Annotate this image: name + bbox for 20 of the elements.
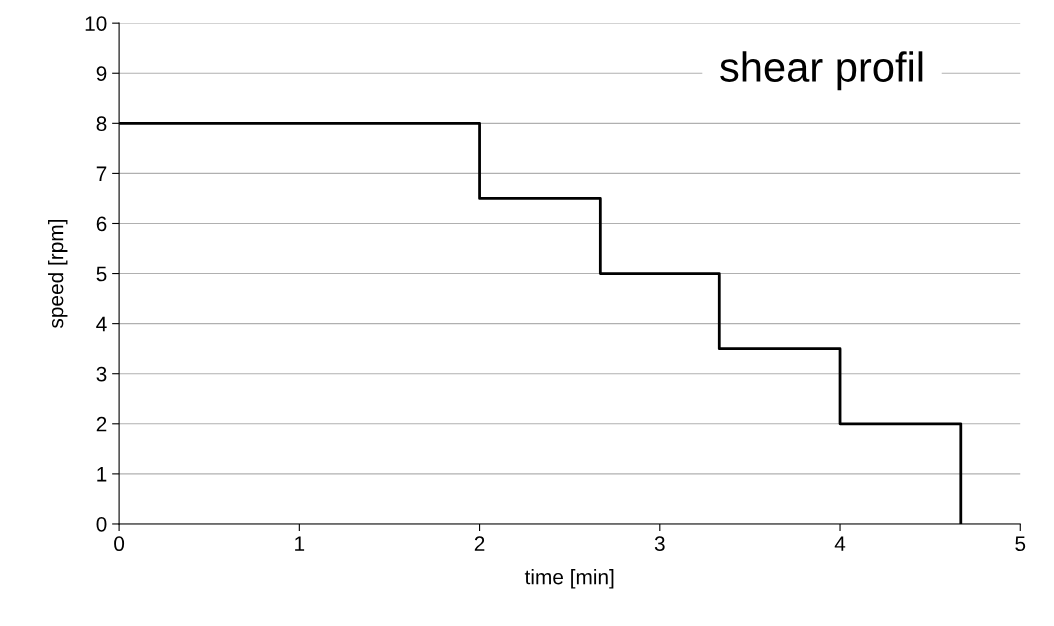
y-tick-label: 2 — [96, 416, 107, 432]
x-tick-label: 3 — [654, 536, 665, 552]
y-tick-label: 9 — [96, 66, 107, 81]
y-tick-label: 5 — [96, 266, 107, 282]
x-tick-label: 0 — [114, 536, 125, 552]
y-tick-label: 10 — [85, 16, 107, 31]
y-tick-label: 6 — [96, 216, 107, 232]
x-tick-label: 4 — [834, 536, 846, 551]
y-tick-label: 1 — [97, 467, 107, 482]
x-tick-label: 5 — [1015, 536, 1026, 552]
y-axis-title: speed [rpm] — [48, 220, 68, 328]
x-axis-title: time [min] — [524, 569, 614, 589]
text: shear profil — [720, 51, 923, 91]
y-tick-label: 7 — [96, 166, 107, 181]
y-tick-label: 4 — [96, 316, 107, 332]
x-tick-label: 1 — [295, 536, 305, 551]
y-tick-label: 8 — [96, 116, 107, 132]
y-tick-label: 0 — [96, 516, 107, 532]
x-tick-label: 2 — [474, 536, 485, 551]
y-tick-label: 3 — [96, 366, 107, 382]
